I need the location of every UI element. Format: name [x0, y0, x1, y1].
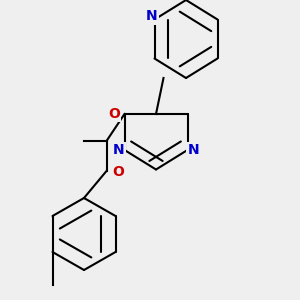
Text: O: O	[112, 166, 124, 179]
Text: N: N	[188, 143, 199, 157]
Text: O: O	[108, 107, 120, 121]
Text: N: N	[113, 143, 124, 157]
Text: N: N	[146, 10, 157, 23]
